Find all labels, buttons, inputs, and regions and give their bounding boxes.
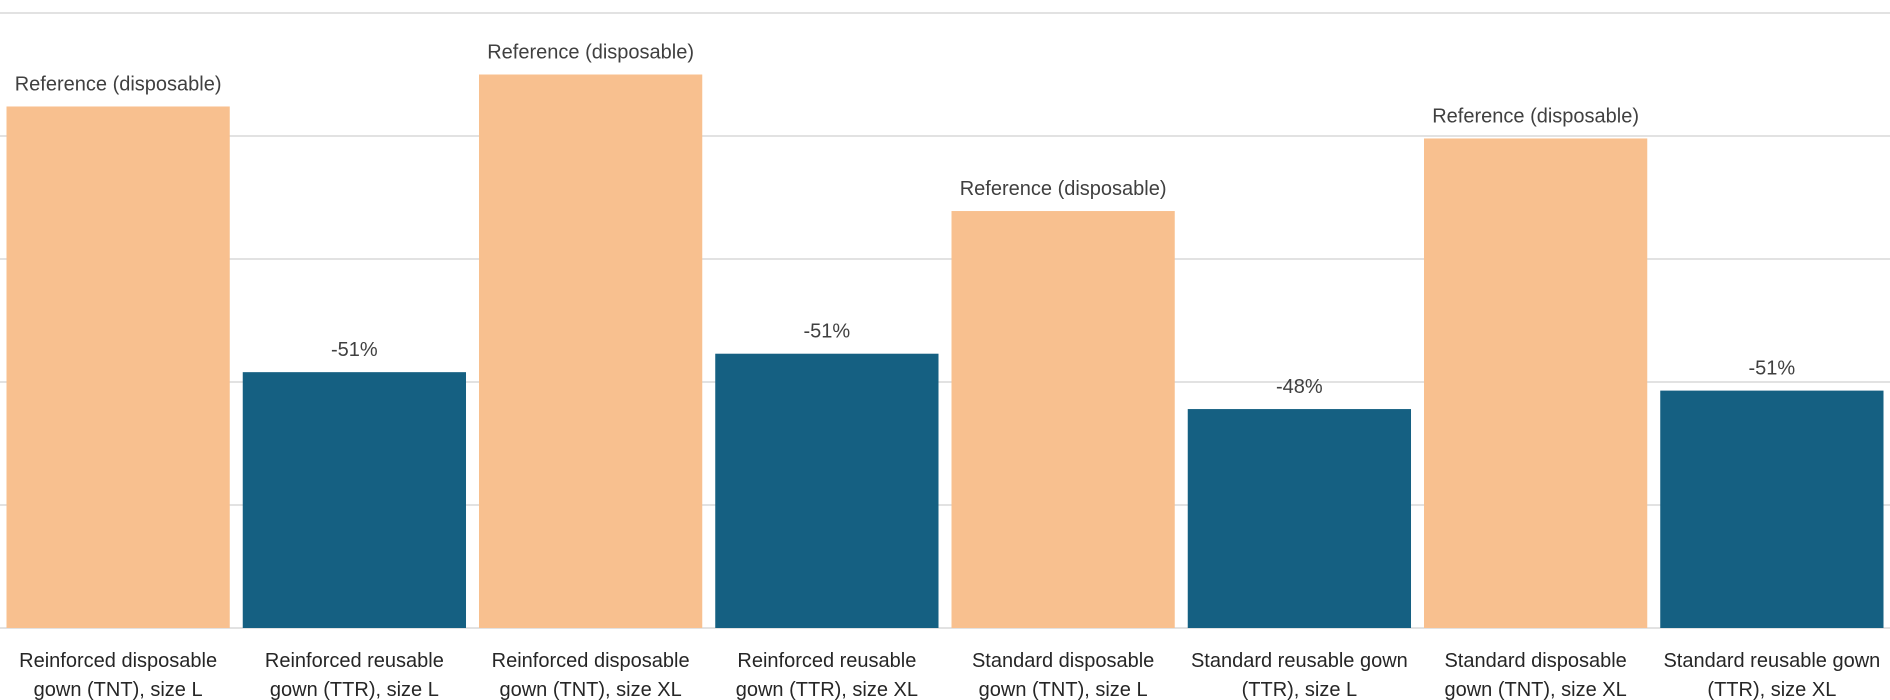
bar-reusable (242, 372, 467, 628)
category-label-line: gown (TTR), size XL (736, 679, 918, 700)
category-label: Reinforced reusable gown (TTR), size XL (736, 650, 918, 700)
category-label: Standard disposable gown (TNT), size L (972, 650, 1154, 700)
data-label: -51% (1749, 358, 1796, 380)
bar-reusable (1187, 409, 1412, 628)
category-labels: Reinforced disposable gown (TNT), size LR… (19, 650, 1880, 700)
data-label: Reference (disposable) (487, 42, 694, 64)
category-label-line: Reinforced reusable (737, 650, 916, 672)
data-label: Reference (disposable) (15, 73, 222, 95)
category-label: Standard reusable gown (TTR), size L (1191, 650, 1408, 700)
category-label-line: Standard reusable gown (1191, 650, 1408, 672)
category-label: Reinforced disposable gown (TNT), size XL (492, 650, 690, 700)
category-label-line: gown (TTR), size L (270, 679, 439, 700)
data-label: -48% (1276, 376, 1323, 398)
category-label-line: gown (TNT), size L (34, 679, 203, 700)
data-labels: Reference (disposable) -51% Reference (dis… (15, 42, 1796, 399)
category-label-line: gown (TNT), size L (979, 679, 1148, 700)
category-label: Standard disposable gown (TNT), size XL (1444, 650, 1626, 700)
bar-disposable (1423, 138, 1648, 628)
category-label-line: (TTR), size L (1242, 679, 1358, 700)
category-label-line: Reinforced reusable (265, 650, 444, 672)
data-label: Reference (disposable) (1432, 105, 1639, 127)
category-label-line: Reinforced disposable (19, 650, 217, 672)
bar-disposable (951, 211, 1175, 628)
bars (6, 74, 1884, 629)
category-label: Standard reusable gown (TTR), size XL (1663, 650, 1880, 700)
category-label-line: Reinforced disposable (492, 650, 690, 672)
bar-disposable (478, 74, 703, 628)
bar-disposable (6, 106, 230, 629)
category-label-line: (TTR), size XL (1707, 679, 1836, 700)
data-label: -51% (331, 339, 378, 361)
category-label: Reinforced disposable gown (TNT), size L (19, 650, 217, 700)
data-label: -51% (804, 321, 851, 343)
category-label: Reinforced reusable gown (TTR), size L (265, 650, 444, 700)
category-label-line: Standard disposable (1444, 650, 1626, 672)
data-label: Reference (disposable) (960, 178, 1167, 200)
bar-reusable (715, 353, 939, 628)
category-label-line: gown (TNT), size XL (499, 679, 681, 700)
bar-reusable (1660, 390, 1884, 628)
category-label-line: Standard disposable (972, 650, 1154, 672)
category-label-line: gown (TNT), size XL (1444, 679, 1626, 700)
category-label-line: Standard reusable gown (1663, 650, 1880, 672)
